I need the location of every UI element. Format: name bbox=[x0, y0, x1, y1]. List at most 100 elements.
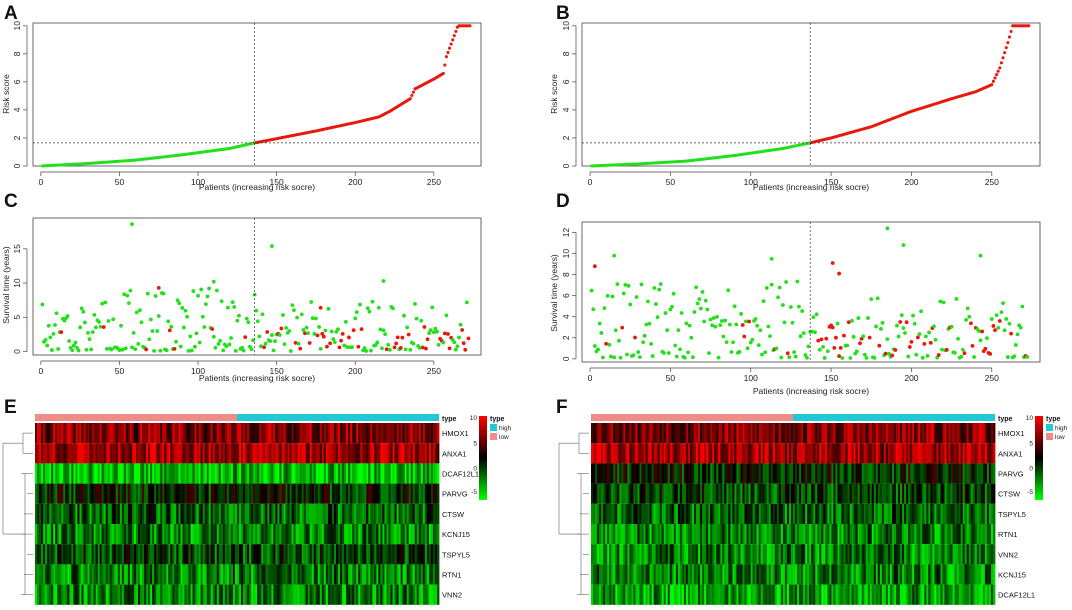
survival-point bbox=[814, 312, 819, 317]
heatmap-cell bbox=[97, 524, 101, 545]
heatmap-cell bbox=[687, 544, 691, 565]
heatmap-cell bbox=[619, 503, 622, 524]
x-tick-label: 100 bbox=[191, 177, 205, 187]
survival-point bbox=[144, 347, 149, 352]
heatmap-cell bbox=[793, 584, 796, 605]
heatmap-cell bbox=[639, 423, 642, 444]
survival-point bbox=[329, 329, 334, 334]
heatmap-cell bbox=[677, 564, 681, 585]
heatmap-cell bbox=[390, 564, 393, 585]
heatmap-cell bbox=[770, 544, 774, 565]
heatmap-cell bbox=[251, 443, 254, 464]
heatmap-cell bbox=[166, 443, 169, 464]
heatmap-cell bbox=[269, 584, 272, 605]
heatmap-cell bbox=[813, 483, 816, 504]
heatmap-cell bbox=[954, 423, 958, 444]
x-tick-label: 150 bbox=[824, 373, 838, 383]
survival-point bbox=[427, 331, 432, 336]
heatmap-cell bbox=[382, 544, 385, 565]
heatmap-cell bbox=[315, 483, 319, 504]
heatmap-cell bbox=[633, 584, 636, 605]
heatmap-cell bbox=[356, 564, 359, 585]
heatmap-cell bbox=[89, 564, 92, 585]
heatmap-cell bbox=[57, 564, 60, 585]
heatmap-cell bbox=[188, 544, 191, 565]
heatmap-cell bbox=[107, 544, 111, 565]
heatmap-cell bbox=[331, 503, 335, 524]
risk-point bbox=[448, 46, 452, 50]
heatmap-cell bbox=[396, 584, 399, 605]
survival-point bbox=[180, 306, 185, 310]
heatmap-cell bbox=[325, 544, 329, 565]
heatmap-cell bbox=[972, 584, 976, 605]
heatmap-cell bbox=[641, 443, 644, 464]
heatmap-cell bbox=[647, 503, 650, 524]
heatmap-cell bbox=[59, 443, 62, 464]
survival-point bbox=[435, 329, 439, 334]
heatmap-cell bbox=[378, 584, 381, 605]
heatmap-cell bbox=[212, 524, 216, 545]
heatmap-cell bbox=[801, 463, 804, 484]
heatmap-cell bbox=[374, 483, 377, 504]
heatmap-cell bbox=[776, 524, 780, 545]
heatmap-cell bbox=[861, 564, 865, 585]
heatmap-cell bbox=[857, 584, 861, 605]
heatmap-cell bbox=[698, 503, 701, 524]
heatmap-cell bbox=[432, 503, 436, 524]
survival-point bbox=[994, 313, 999, 318]
heatmap-cell bbox=[988, 463, 992, 484]
heatmap-cell bbox=[708, 463, 711, 484]
heatmap-cell bbox=[386, 503, 389, 524]
heatmap-cell bbox=[115, 423, 119, 444]
heatmap-cell bbox=[174, 503, 177, 524]
heatmap-cell bbox=[774, 443, 778, 464]
heatmap-cell bbox=[946, 524, 949, 545]
heatmap-cell bbox=[970, 483, 974, 504]
heatmap-cell bbox=[877, 463, 881, 484]
heatmap-cell bbox=[63, 423, 66, 444]
heatmap-cell bbox=[95, 463, 99, 484]
heatmap-cell bbox=[677, 423, 681, 444]
heatmap-cell bbox=[825, 584, 828, 605]
survival-point bbox=[903, 331, 907, 335]
heatmap-cell bbox=[692, 524, 695, 545]
heatmap-cell bbox=[144, 584, 147, 605]
heatmap-cell bbox=[364, 423, 367, 444]
heatmap-cell bbox=[857, 463, 861, 484]
risk-point bbox=[468, 24, 472, 28]
heatmap-cell bbox=[63, 584, 66, 605]
heatmap-cell bbox=[338, 463, 341, 484]
panel-f: F typeHMOX1ANXA1PARVGCTSWTSPYL5RTN1VNN2K… bbox=[556, 397, 1068, 605]
heatmap-cell bbox=[366, 443, 369, 464]
heatmap-cell bbox=[940, 584, 943, 605]
heatmap-cell bbox=[178, 524, 181, 545]
heatmap-cell bbox=[605, 483, 608, 504]
heatmap-cell bbox=[732, 584, 735, 605]
survival-point bbox=[655, 315, 660, 320]
heatmap-cell bbox=[392, 564, 395, 585]
survival-point bbox=[358, 302, 362, 307]
heatmap-cell bbox=[422, 544, 426, 565]
heatmap-cell bbox=[125, 443, 129, 464]
heatmap-cell bbox=[77, 584, 80, 605]
heatmap-cell bbox=[53, 564, 56, 585]
legend-swatch-low bbox=[490, 433, 497, 440]
heatmap-cell bbox=[677, 483, 681, 504]
heatmap-cell bbox=[198, 584, 202, 605]
heatmap-cell bbox=[354, 423, 357, 444]
heatmap-cell bbox=[988, 564, 992, 585]
heatmap-cell bbox=[593, 483, 596, 504]
heatmap-cell bbox=[49, 564, 52, 585]
survival-point bbox=[133, 347, 138, 352]
heatmap-cell bbox=[150, 423, 153, 444]
heatmap-cell bbox=[79, 443, 82, 464]
heatmap-cell bbox=[795, 443, 798, 464]
heatmap-cell bbox=[770, 584, 774, 605]
heatmap-cell bbox=[615, 503, 618, 524]
heatmap-cell bbox=[154, 443, 157, 464]
heatmap-cell bbox=[908, 544, 911, 565]
heatmap-cell bbox=[101, 463, 105, 484]
survival-point bbox=[193, 344, 197, 349]
heatmap-cell bbox=[712, 443, 715, 464]
